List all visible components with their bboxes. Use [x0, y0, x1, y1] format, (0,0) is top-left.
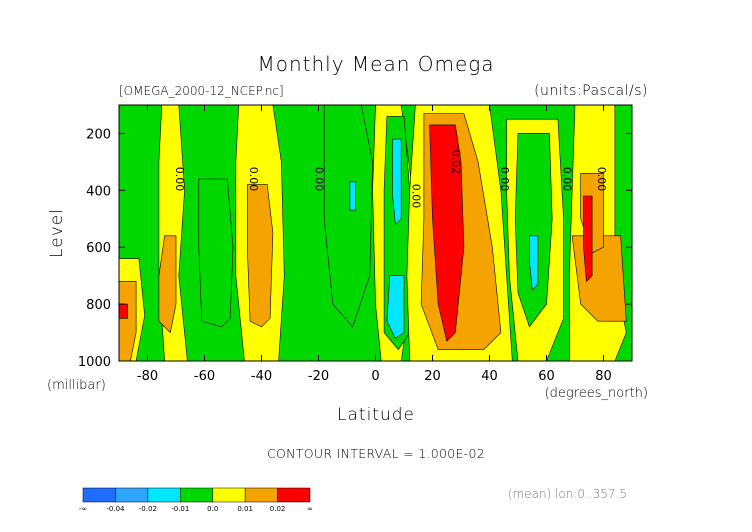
chart-title: Monthly Mean Omega — [257, 52, 494, 76]
x-tick-label-0: -80 — [137, 369, 158, 384]
contour-band-4 — [198, 178, 234, 328]
contour-label-6: 0.00 — [561, 167, 574, 192]
contour-label-2: 0.00 — [313, 167, 326, 192]
contour-band-9 — [392, 138, 402, 226]
y-tick-label-4: 1000 — [78, 355, 111, 370]
x-tick-label-3: -20 — [308, 369, 329, 384]
colorbar-label-5: 0.01 — [237, 505, 253, 513]
x-tick-label-5: 20 — [424, 369, 441, 384]
contour-band-6 — [349, 181, 356, 211]
contour-band-3 — [247, 184, 274, 328]
contour-label-7: 0.00 — [595, 167, 608, 192]
y-tick-label-1: 400 — [86, 184, 111, 199]
x-tick-label-1: -60 — [194, 369, 215, 384]
y-axis-label: Level — [47, 208, 67, 258]
contour-band-13 — [429, 124, 465, 342]
contour-band-16 — [529, 235, 539, 291]
y-axis-units: (millibar) — [47, 378, 106, 393]
colorbar-swatch-0 — [82, 487, 116, 503]
contour-band-23 — [118, 303, 128, 319]
x-tick-label-8: 80 — [595, 369, 612, 384]
colorbar: -∞ -0.04 -0.02 -0.01 0.0 0.01 0.02 ∞ — [79, 487, 313, 513]
x-tick-label-4: 0 — [371, 369, 379, 384]
colorbar-swatch-4 — [212, 487, 246, 503]
contour-label-5: 0.00 — [498, 167, 511, 192]
units-label: (units:Pascal/s) — [534, 83, 648, 99]
colorbar-label-4: 0.0 — [207, 505, 218, 513]
y-tick-label-3: 800 — [86, 298, 111, 313]
x-axis-units: (degrees_north) — [545, 386, 648, 401]
contour-band-10 — [386, 275, 405, 339]
x-axis-label: Latitude — [337, 405, 415, 425]
colorbar-swatch-1 — [115, 487, 149, 503]
contour-band-5 — [323, 104, 373, 328]
x-axis: -80 -60 -40 -20 0 20 40 60 80 — [137, 105, 612, 384]
contour-labels: 0.00 0.00 0.00 0.00 0.02 0.00 0.00 0.00 — [173, 150, 608, 209]
contour-label-4: 0.02 — [449, 150, 462, 175]
colorbar-label-2: -0.02 — [139, 505, 157, 513]
contour-interval-text: CONTOUR INTERVAL = 1.000E-02 — [267, 446, 485, 461]
x-tick-label-7: 60 — [538, 369, 555, 384]
contour-label-0: 0.00 — [173, 167, 186, 192]
y-axis: 200 400 600 800 1000 — [78, 127, 632, 370]
plot-area — [118, 104, 632, 362]
contour-band-20 — [583, 195, 593, 283]
x-tick-label-6: 40 — [481, 369, 498, 384]
y-tick-label-0: 200 — [86, 127, 111, 142]
x-tick-label-2: -40 — [251, 369, 272, 384]
colorbar-swatch-5 — [244, 487, 278, 503]
colorbar-swatch-6 — [277, 487, 311, 503]
colorbar-label-0: -∞ — [79, 505, 87, 513]
file-label: [OMEGA_2000-12_NCEP.nc] — [119, 84, 284, 98]
contour-label-3: 0.00 — [410, 184, 423, 209]
colorbar-label-6: 0.02 — [270, 505, 286, 513]
colorbar-label-7: ∞ — [307, 505, 313, 513]
footer-text: (mean) lon:0..357.5 — [508, 487, 627, 501]
colorbar-label-3: -0.01 — [171, 505, 189, 513]
colorbar-swatch-3 — [180, 487, 213, 503]
contour-label-1: 0.00 — [247, 167, 260, 192]
colorbar-swatch-2 — [147, 487, 181, 503]
colorbar-label-1: -0.04 — [106, 505, 125, 513]
contour-band-1 — [158, 235, 177, 334]
contour-band-15 — [514, 133, 553, 328]
y-tick-label-2: 600 — [86, 241, 111, 256]
